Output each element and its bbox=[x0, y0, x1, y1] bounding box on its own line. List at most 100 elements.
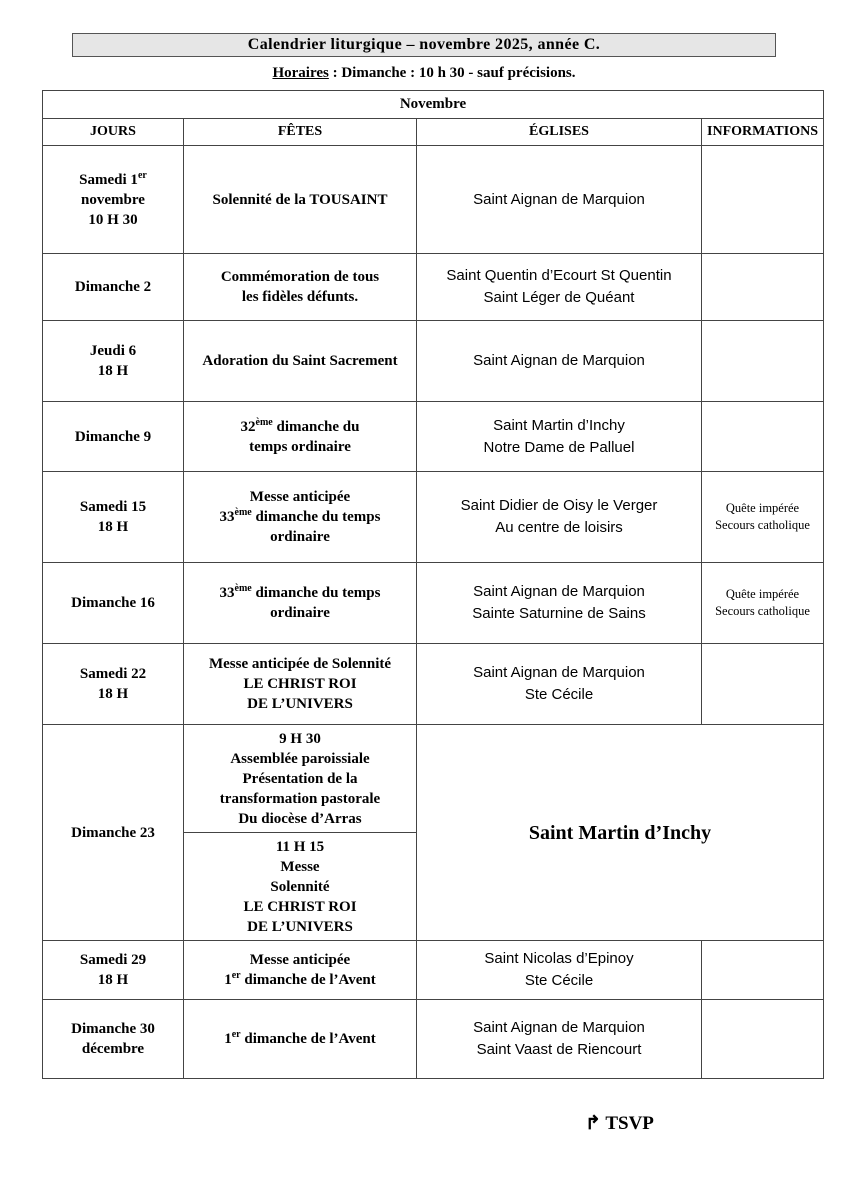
cell-line: Dimanche 30 bbox=[45, 1019, 181, 1039]
cell-line: Saint Aignan de Marquion bbox=[473, 1019, 645, 1036]
text-segment: Assemblée paroissiale bbox=[230, 750, 370, 767]
day-cell: Samedi 15 18 H bbox=[42, 471, 184, 563]
info-cell: Quête impérée Secours catholique bbox=[701, 471, 824, 563]
cell-line: DE L’UNIVERS bbox=[186, 694, 414, 714]
column-header-eglises: ÉGLISES bbox=[416, 118, 702, 146]
cell-line: Saint Nicolas d’Epinoy bbox=[484, 950, 634, 967]
church-cell: Saint Aignan de Marquion bbox=[416, 320, 702, 402]
church-cell: Saint Aignan de Marquion Sainte Saturnine… bbox=[416, 562, 702, 644]
cell-line: Ste Cécile bbox=[524, 686, 594, 703]
text-segment: temps ordinaire bbox=[249, 438, 351, 455]
info-cell bbox=[701, 999, 824, 1079]
cell-line: 33ème dimanche du temps bbox=[186, 583, 414, 603]
cell-line: Dimanche 23 bbox=[45, 823, 181, 843]
text-segment: Présentation de la bbox=[242, 770, 358, 787]
table-row: 11 H 15 Messe Solennité LE CHRIST ROI DE L’U… bbox=[43, 832, 824, 941]
text-segment: 33 bbox=[219, 509, 235, 525]
cell-line: Samedi 15 bbox=[45, 497, 181, 517]
text-segment: Commémoration de tous bbox=[220, 269, 380, 285]
info-cell: Quête impérée Secours catholique bbox=[701, 562, 824, 644]
calendar-table: Novembre JOURS FÊTES ÉGLISES INFORMATION… bbox=[42, 90, 824, 1079]
cell-line: 1er dimanche de l’Avent bbox=[186, 970, 414, 990]
cell-line: Saint Aignan de Marquion bbox=[473, 664, 645, 681]
day-cell: Samedi 29 18 H bbox=[42, 940, 184, 1000]
cell-line: Secours catholique bbox=[715, 518, 810, 532]
cell-line: temps ordinaire bbox=[186, 437, 414, 457]
cell-line: 9 H 30 bbox=[186, 729, 414, 749]
day-cell: Dimanche 30 décembre bbox=[42, 999, 184, 1079]
schedule-label: Horaires bbox=[272, 65, 329, 81]
text-segment: 1 bbox=[224, 972, 232, 988]
table-row: Samedi 1er novembre 10 H 30 Solennité de la… bbox=[42, 145, 824, 254]
church-cell: Saint Aignan de Marquion Saint Vaast de R… bbox=[416, 999, 702, 1079]
feast-cell: Messe anticipée 33ème dimanche du temps or… bbox=[183, 471, 417, 563]
cell-line: Samedi 22 bbox=[45, 664, 181, 684]
info-cell bbox=[701, 320, 824, 402]
text-segment: ordinaire bbox=[270, 529, 330, 545]
text-segment: ordinaire bbox=[270, 605, 330, 621]
text-segment: 10 H 30 bbox=[88, 211, 138, 228]
column-header-informations: INFORMATIONS bbox=[701, 118, 824, 146]
church-cell: Saint Aignan de Marquion bbox=[416, 145, 702, 254]
cell-line: Sainte Saturnine de Sains bbox=[472, 605, 646, 622]
table-row: Dimanche 16 33ème dimanche du temps ordina… bbox=[42, 562, 824, 644]
church-cell: Saint Nicolas d’Epinoy Ste Cécile bbox=[416, 940, 702, 1000]
table-row: Samedi 15 18 H Messe anticipée 33ème dimanc… bbox=[42, 471, 824, 563]
text-segment: Dimanche 9 bbox=[74, 428, 152, 445]
feast-cell: 32ème dimanche du temps ordinaire bbox=[183, 401, 417, 472]
cell-line: Secours catholique bbox=[715, 604, 810, 618]
cell-line: Notre Dame de Palluel bbox=[483, 438, 635, 456]
cell-line: 18 H bbox=[45, 970, 181, 990]
cell-line: Adoration du Saint Sacrement bbox=[186, 351, 414, 371]
text-segment: Messe anticipée bbox=[249, 952, 351, 968]
cell-line: ordinaire bbox=[186, 527, 414, 547]
text-segment: Adoration du Saint Sacrement bbox=[202, 353, 398, 369]
cell-line: décembre bbox=[45, 1039, 181, 1059]
text-segment: Dimanche 2 bbox=[74, 279, 152, 295]
feast-cell: Messe anticipée de Solennité LE CHRIST RO… bbox=[183, 643, 417, 725]
cell-line: DE L’UNIVERS bbox=[186, 917, 414, 937]
info-cell bbox=[701, 253, 824, 321]
cell-line: 33ème dimanche du temps bbox=[186, 507, 414, 527]
text-segment: Samedi 1 bbox=[79, 171, 138, 188]
cell-line: Dimanche 2 bbox=[45, 277, 181, 297]
text-segment: Messe anticipée bbox=[249, 489, 351, 505]
cell-line: Saint Aignan de Marquion bbox=[473, 352, 645, 369]
cell-line: Saint Quentin d’Ecourt St Quentin bbox=[446, 267, 672, 284]
info-cell bbox=[701, 401, 824, 472]
cell-line: Solennité bbox=[186, 877, 414, 897]
cell-line: 32ème dimanche du bbox=[186, 417, 414, 437]
cell-line: 18 H bbox=[45, 361, 181, 381]
text-segment: LE CHRIST ROI bbox=[243, 898, 357, 915]
text-segment: 18 H bbox=[97, 519, 129, 535]
text-segment: Jeudi 6 bbox=[89, 343, 137, 359]
text-segment: dimanche du temps bbox=[251, 585, 381, 601]
text-segment: DE L’UNIVERS bbox=[247, 918, 353, 935]
feast-cell: 9 H 30 Assemblée paroissiale Présentation … bbox=[183, 724, 417, 833]
feast-cell: Adoration du Saint Sacrement bbox=[183, 320, 417, 402]
text-segment: dimanche de l’Avent bbox=[240, 1031, 376, 1047]
table-row: Dimanche 23 9 H 30 Assemblée paroissiale Pr… bbox=[42, 724, 824, 941]
table-row: Samedi 22 18 H Messe anticipée de Solennit… bbox=[42, 643, 824, 725]
cell-line: Jeudi 6 bbox=[45, 341, 181, 361]
cell-line: LE CHRIST ROI bbox=[186, 674, 414, 694]
text-segment: 9 H 30 bbox=[279, 730, 321, 747]
table-row: Samedi 29 18 H Messe anticipée 1er dimanche… bbox=[42, 940, 824, 1000]
text-segment: Dimanche 16 bbox=[71, 595, 155, 611]
document-title: Calendrier liturgique – novembre 2025, a… bbox=[72, 33, 776, 57]
column-header-fetes: FÊTES bbox=[183, 118, 417, 146]
superscript: er bbox=[231, 970, 241, 981]
cell-line: 10 H 30 bbox=[45, 210, 181, 230]
feast-cell: Commémoration de tous les fidèles défunts… bbox=[183, 253, 417, 321]
day-cell: Dimanche 23 bbox=[42, 724, 184, 941]
text-segment: 32 bbox=[240, 418, 256, 435]
schedule-note: Horaires : Dimanche : 10 h 30 - sauf pré… bbox=[0, 65, 848, 82]
day-cell: Dimanche 16 bbox=[42, 562, 184, 644]
cell-line: Quête impérée bbox=[725, 587, 800, 601]
superscript: er bbox=[231, 1029, 241, 1040]
info-cell bbox=[701, 145, 824, 254]
church-cell: Saint Martin d’Inchy bbox=[416, 724, 824, 941]
superscript: ème bbox=[234, 583, 252, 594]
cell-line: transformation pastorale bbox=[186, 789, 414, 809]
table-row: Dimanche 30 décembre 1er dimanche de l’Ave… bbox=[42, 999, 824, 1079]
